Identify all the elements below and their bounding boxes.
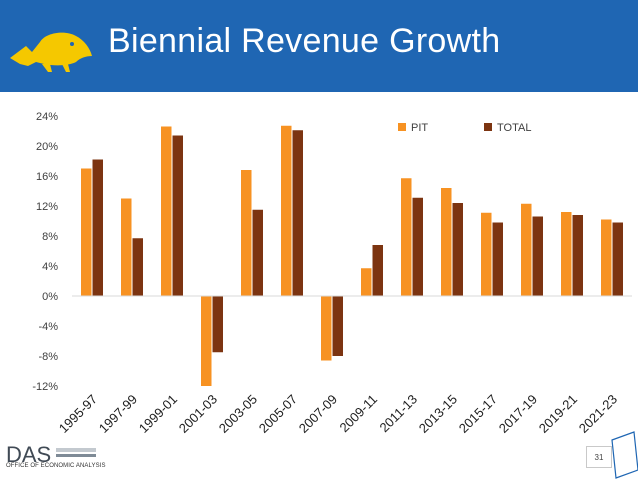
corner-decoration (611, 431, 638, 479)
x-tick-label: 2019-21 (536, 392, 580, 436)
x-axis-labels: 1995-971997-991999-012001-032003-052005-… (56, 392, 620, 436)
y-tick-label: 8% (42, 231, 58, 243)
bar-pit-2017-19 (521, 203, 532, 296)
y-axis-labels: 24% 20% 16% 12% 8% 4% 0% -4% -8% -12% (32, 111, 58, 393)
y-tick-label: 0% (42, 291, 58, 303)
bar-total-2019-21 (572, 215, 583, 296)
y-tick-label: 12% (36, 201, 58, 213)
bar-total-2021-23 (612, 222, 623, 296)
bar-pit-2007-09 (321, 296, 332, 361)
bar-total-1997-99 (132, 238, 143, 296)
x-tick-label: 2003-05 (216, 392, 260, 436)
chart-legend: PIT TOTAL (398, 122, 531, 134)
bar-pit-2011-13 (401, 178, 412, 296)
revenue-growth-chart: 24% 20% 16% 12% 8% 4% 0% -4% -8% -12% 1995-97 1997… (0, 92, 638, 447)
bar-total-1999-01 (172, 135, 183, 296)
das-logo-icon: DAS (6, 442, 96, 467)
legend-swatch-pit (398, 123, 406, 131)
y-tick-label: -8% (38, 351, 58, 363)
y-tick-label: 4% (42, 261, 58, 273)
x-tick-label: 2011-13 (376, 392, 420, 436)
das-logo-text: DAS (6, 442, 51, 467)
bar-pit-1997-99 (121, 198, 132, 296)
bar-total-2009-11 (372, 245, 383, 296)
y-tick-label: -4% (38, 321, 58, 333)
x-tick-label: 1997-99 (96, 392, 140, 436)
x-tick-label: 1999-01 (136, 392, 180, 436)
bar-pit-1999-01 (161, 126, 172, 296)
y-tick-label: 20% (36, 141, 58, 153)
page-number: 31 (594, 453, 604, 462)
bar-pit-2015-17 (481, 212, 492, 296)
y-tick-label: 24% (36, 111, 58, 123)
bar-total-2013-15 (452, 203, 463, 296)
legend-label-pit: PIT (411, 122, 428, 134)
x-tick-label: 1995-97 (56, 392, 100, 436)
x-tick-label: 2001-03 (176, 392, 220, 436)
x-tick-label: 2017-19 (496, 392, 540, 436)
bar-pit-2009-11 (361, 268, 372, 296)
bar-total-2003-05 (252, 209, 263, 296)
bar-pit-2003-05 (241, 170, 252, 296)
bar-total-2001-03 (212, 296, 223, 353)
page-title: Biennial Revenue Growth (108, 22, 501, 60)
page-number-box: 31 (586, 446, 612, 468)
legend-swatch-total (484, 123, 492, 131)
bar-total-2011-13 (412, 197, 423, 296)
x-tick-label: 2013-15 (416, 392, 460, 436)
bar-pit-1995-97 (81, 168, 92, 296)
x-tick-label: 2005-07 (256, 392, 300, 436)
bar-pit-2001-03 (201, 296, 212, 386)
footer-org-name: OFFICE OF ECONOMIC ANALYSIS (6, 463, 106, 469)
bar-total-2007-09 (332, 296, 343, 356)
bar-total-1995-97 (92, 159, 103, 296)
bar-pit-2019-21 (561, 212, 572, 296)
x-tick-label: 2009-11 (336, 392, 380, 436)
bar-total-2005-07 (292, 130, 303, 296)
bar-total-2017-19 (532, 216, 543, 296)
bar-total-2015-17 (492, 222, 503, 296)
bar-pit-2005-07 (281, 125, 292, 296)
bar-chart-svg: 24% 20% 16% 12% 8% 4% 0% -4% -8% -12% 1995-971997… (32, 111, 632, 436)
bar-pit-2021-23 (601, 219, 612, 296)
x-tick-label: 2007-09 (296, 392, 340, 436)
y-tick-label: 16% (36, 171, 58, 183)
beaver-logo-icon (10, 32, 92, 72)
legend-label-total: TOTAL (497, 122, 531, 134)
slide-header: Biennial Revenue Growth (0, 0, 638, 92)
bar-pit-2013-15 (441, 188, 452, 296)
y-tick-label: -12% (32, 381, 58, 393)
x-tick-label: 2015-17 (456, 392, 500, 436)
bars (81, 125, 623, 386)
